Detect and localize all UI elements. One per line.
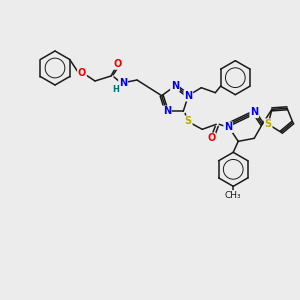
- Text: N: N: [184, 91, 192, 101]
- Text: O: O: [78, 68, 86, 78]
- Text: N: N: [250, 107, 258, 117]
- Text: S: S: [185, 116, 192, 126]
- Text: N: N: [224, 122, 232, 132]
- Text: O: O: [114, 59, 122, 69]
- Text: O: O: [207, 133, 215, 143]
- Text: H: H: [112, 85, 119, 94]
- Text: CH₃: CH₃: [225, 191, 242, 200]
- Text: N: N: [163, 106, 171, 116]
- Text: N: N: [119, 78, 127, 88]
- Text: N: N: [171, 81, 179, 91]
- Text: S: S: [265, 119, 272, 129]
